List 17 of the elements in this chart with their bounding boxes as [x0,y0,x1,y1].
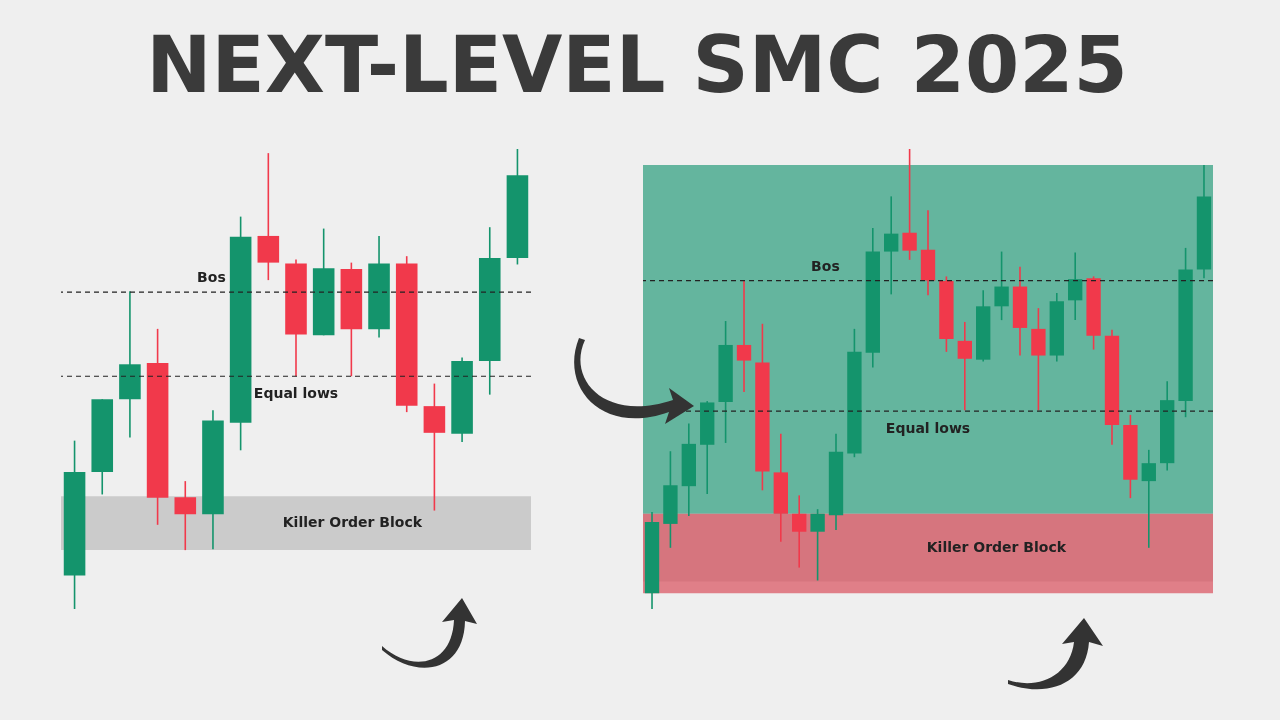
candlestick [736,279,752,393]
candlestick [884,195,899,296]
ref-line-label: Equal lows [885,420,971,437]
ref-line-label: Equal lows [253,385,339,402]
candlestick [994,250,1009,321]
band-label: Killer Order Block [926,538,1067,555]
candlestick [792,494,807,569]
candlestick [957,321,972,412]
candlestick [174,480,197,551]
candlestick [1141,449,1156,549]
candlestick [902,148,917,261]
candlestick [1068,251,1083,321]
chart-title: NEXT-LEVEL SMC 2025 [146,20,1128,111]
ref-line-label: Bos [197,269,226,286]
band-label: Killer Order Block [282,514,423,531]
candlestick [810,508,825,582]
ref-line-label: Bos [811,257,840,274]
